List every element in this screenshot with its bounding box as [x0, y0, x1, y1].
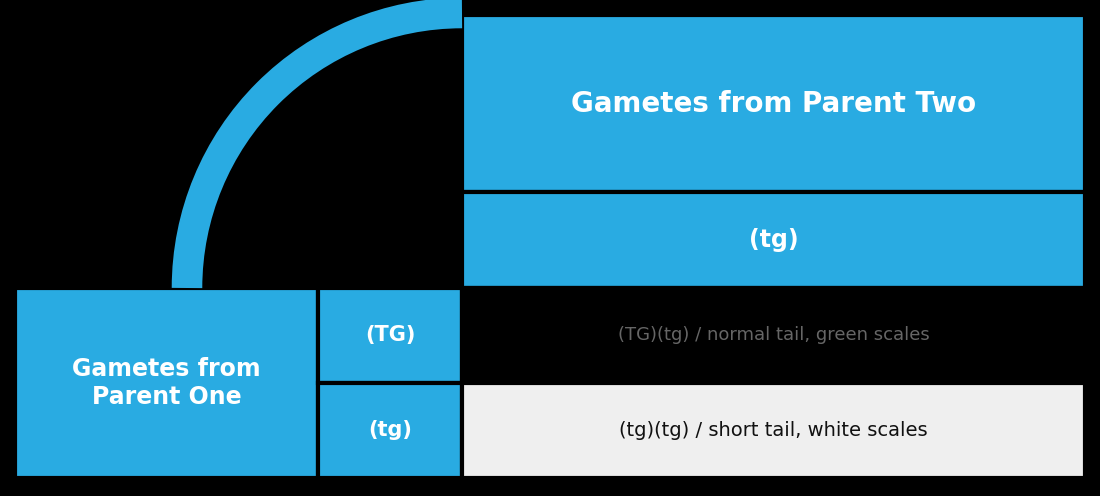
Bar: [462, 192, 1085, 288]
Text: (tg): (tg): [368, 421, 411, 440]
Bar: [462, 383, 1085, 478]
Bar: [318, 288, 462, 383]
Bar: [462, 288, 1085, 383]
Bar: [462, 15, 1085, 192]
Text: (tg)(tg) / short tail, white scales: (tg)(tg) / short tail, white scales: [619, 421, 927, 440]
Text: (tg): (tg): [749, 228, 799, 252]
Text: (TG): (TG): [365, 325, 415, 346]
Text: Gametes from
Parent One: Gametes from Parent One: [73, 357, 261, 409]
Bar: [318, 383, 462, 478]
Text: Gametes from Parent Two: Gametes from Parent Two: [571, 89, 976, 118]
Bar: [15, 288, 318, 478]
Text: (TG)(tg) / normal tail, green scales: (TG)(tg) / normal tail, green scales: [617, 326, 930, 345]
